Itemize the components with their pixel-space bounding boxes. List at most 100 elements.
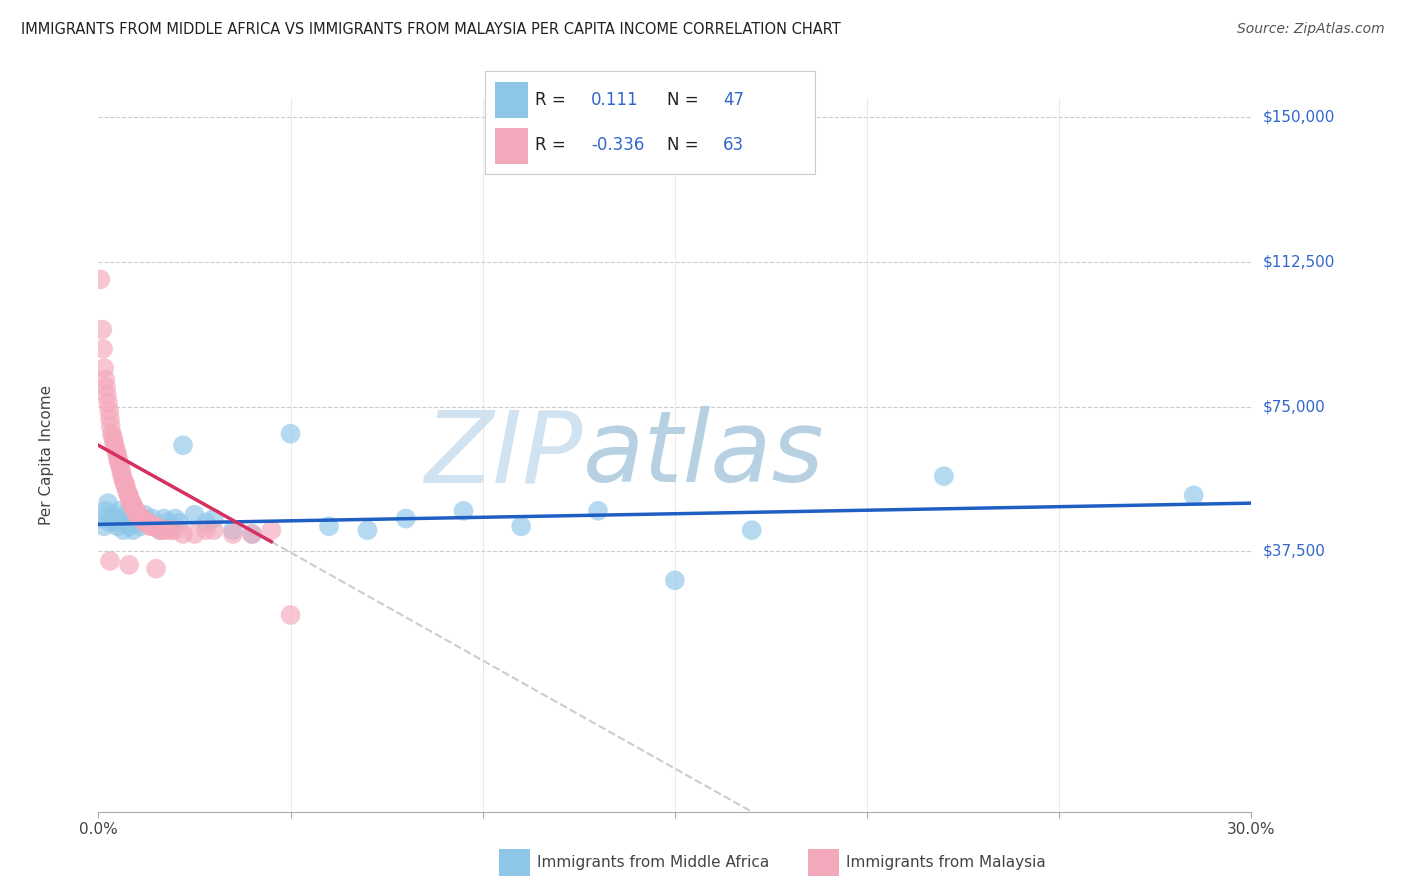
Text: N =: N = [666, 136, 703, 154]
Point [240, 527, 263, 541]
Point [122, 523, 145, 537]
Point [395, 511, 418, 525]
Text: N =: N = [666, 91, 703, 109]
Point [107, 453, 129, 467]
Point [112, 473, 135, 487]
Point [145, 519, 167, 533]
Point [91, 511, 114, 525]
Point [115, 481, 138, 495]
Point [129, 519, 152, 533]
Text: 63: 63 [723, 136, 744, 154]
Text: 0.111: 0.111 [591, 91, 638, 109]
Point [1182, 488, 1205, 502]
Point [98, 403, 121, 417]
Point [93, 361, 115, 376]
Point [260, 523, 283, 537]
Text: ZIP: ZIP [425, 407, 582, 503]
Point [120, 496, 142, 510]
Point [125, 504, 148, 518]
Point [167, 516, 190, 530]
Point [122, 500, 145, 514]
Point [183, 508, 205, 522]
Point [195, 523, 218, 537]
Point [134, 516, 156, 530]
Point [104, 516, 127, 530]
Text: IMMIGRANTS FROM MIDDLE AFRICA VS IMMIGRANTS FROM MALAYSIA PER CAPITA INCOME CORR: IMMIGRANTS FROM MIDDLE AFRICA VS IMMIGRA… [21, 22, 841, 37]
Point [135, 516, 157, 530]
Point [160, 523, 183, 537]
Point [91, 322, 114, 336]
Point [318, 519, 340, 533]
Point [124, 504, 146, 518]
Point [94, 504, 117, 518]
Point [453, 504, 475, 518]
Point [280, 426, 302, 441]
Point [143, 519, 166, 533]
Text: $75,000: $75,000 [1263, 400, 1326, 414]
Text: $37,500: $37,500 [1263, 544, 1326, 559]
Point [94, 373, 117, 387]
Point [172, 527, 194, 541]
Point [222, 523, 245, 537]
Point [108, 458, 131, 472]
Point [152, 511, 174, 525]
Point [145, 519, 167, 533]
Point [138, 516, 160, 530]
Point [98, 516, 121, 530]
Point [118, 558, 141, 572]
Text: Source: ZipAtlas.com: Source: ZipAtlas.com [1237, 22, 1385, 37]
Point [97, 496, 120, 510]
Point [107, 519, 129, 533]
Point [118, 488, 141, 502]
Point [117, 488, 139, 502]
Point [108, 504, 131, 518]
Point [91, 342, 114, 356]
Point [96, 388, 118, 402]
Point [105, 446, 128, 460]
Point [125, 508, 148, 522]
Point [120, 511, 142, 525]
Text: $150,000: $150,000 [1263, 110, 1334, 125]
Point [141, 511, 163, 525]
Point [202, 511, 225, 525]
Point [124, 516, 146, 530]
Point [222, 527, 245, 541]
Point [110, 511, 132, 525]
Point [101, 426, 124, 441]
Point [356, 523, 378, 537]
Point [664, 574, 686, 588]
Point [932, 469, 955, 483]
Point [202, 523, 225, 537]
Point [510, 519, 533, 533]
Point [149, 523, 172, 537]
Bar [495, 128, 529, 163]
Point [94, 380, 117, 394]
Point [100, 419, 122, 434]
Point [118, 519, 141, 533]
Point [98, 554, 121, 568]
Point [122, 500, 145, 514]
Point [138, 516, 160, 530]
Point [107, 450, 129, 464]
Point [165, 523, 187, 537]
Point [103, 438, 125, 452]
Point [112, 523, 135, 537]
Point [129, 511, 152, 525]
Point [117, 516, 138, 530]
Point [141, 519, 163, 533]
Point [586, 504, 609, 518]
Text: 47: 47 [723, 91, 744, 109]
Point [183, 527, 205, 541]
Text: Immigrants from Middle Africa: Immigrants from Middle Africa [537, 855, 769, 870]
Point [172, 438, 194, 452]
Point [145, 562, 167, 576]
Point [134, 508, 156, 522]
Point [741, 523, 763, 537]
Point [93, 519, 115, 533]
Point [89, 272, 111, 286]
Point [114, 476, 136, 491]
Point [98, 411, 121, 425]
Point [156, 516, 179, 530]
Point [128, 508, 150, 522]
Point [97, 396, 120, 410]
